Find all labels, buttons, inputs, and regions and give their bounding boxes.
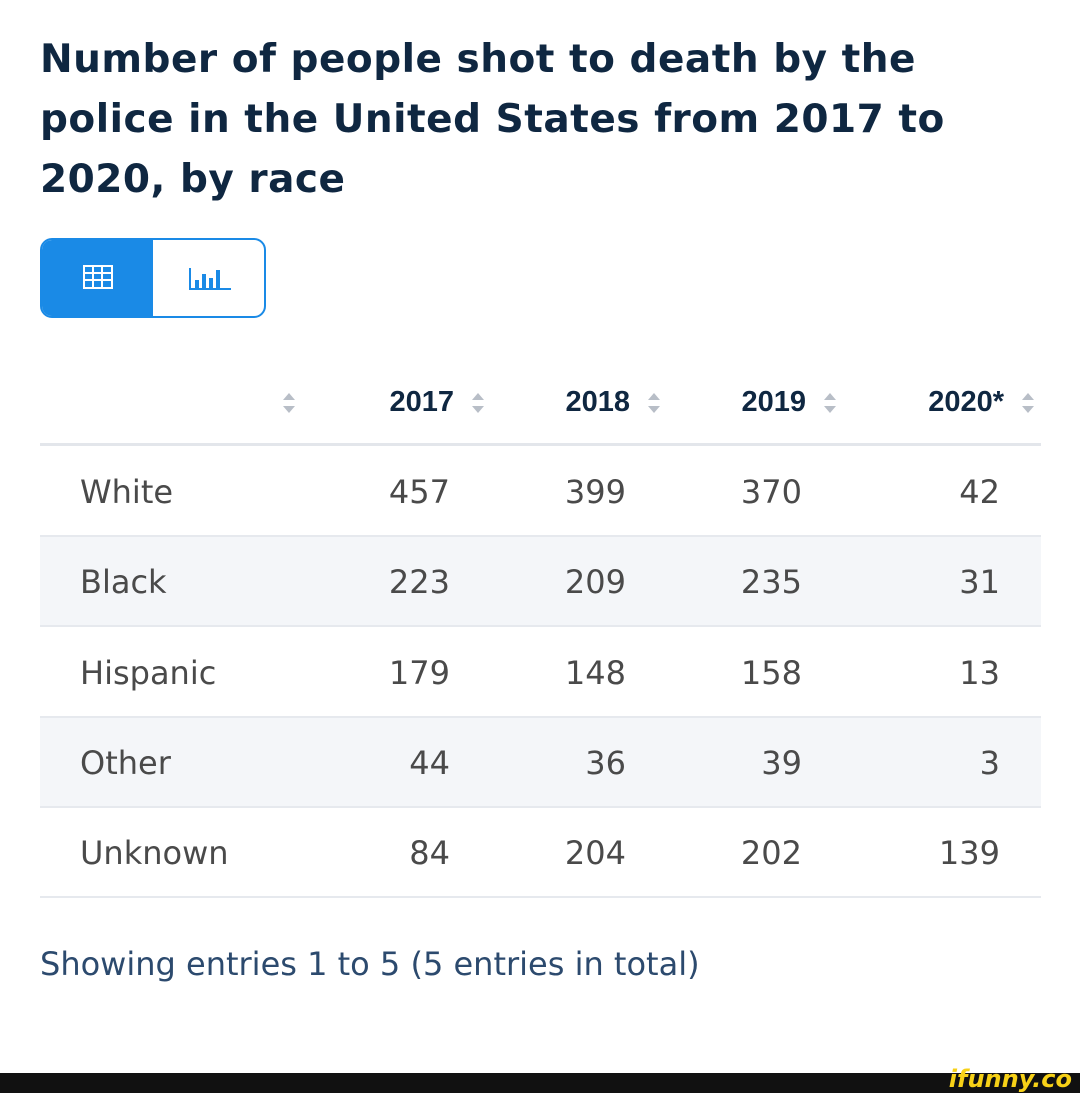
cell-value: 179	[388, 653, 450, 692]
row-label: Hispanic	[80, 653, 217, 692]
title: Number of people shot to death by the po…	[40, 37, 945, 202]
cell-value: 13	[959, 653, 1000, 692]
cell-value: 202	[740, 834, 802, 873]
sort-icon	[1022, 393, 1034, 414]
table-row: Other 44 36 39 3	[40, 717, 1041, 808]
cell-value: 3	[979, 743, 1000, 782]
row-label: Black	[80, 563, 167, 602]
cell-value: 399	[564, 473, 626, 511]
cell-value: 31	[959, 563, 1000, 602]
cell-value: 204	[564, 834, 626, 873]
column-header-text: 2019	[741, 386, 806, 418]
row-label: Other	[80, 743, 171, 782]
sort-icon	[472, 393, 484, 414]
cell-value: 84	[409, 834, 450, 873]
table-icon	[83, 265, 113, 289]
view-toggle	[40, 238, 266, 318]
sort-icon	[283, 393, 295, 414]
table-row: Hispanic 179 148 158 13	[40, 627, 1041, 718]
cell-value: 42	[959, 473, 1000, 511]
cell-value: 44	[409, 743, 450, 782]
column-header-text: 2018	[565, 386, 630, 418]
watermark-bar: ifunny.co	[0, 1065, 1080, 1093]
column-header-text: 2020*	[928, 386, 1004, 418]
cell-value: 223	[388, 563, 450, 602]
column-header[interactable]: 2017	[389, 380, 488, 424]
sort-button[interactable]	[279, 380, 299, 424]
row-label: White	[80, 473, 174, 511]
footer-text: Showing entries 1 to 5 (5 entries in tot…	[40, 945, 700, 983]
table-view-button[interactable]	[42, 240, 153, 318]
watermark: ifunny.co	[948, 1065, 1072, 1093]
cell-value: 139	[938, 834, 1000, 873]
cell-value: 457	[388, 473, 450, 511]
cell-value: 158	[740, 653, 802, 692]
column-header-text: 2017	[389, 386, 454, 418]
column-header[interactable]: 2019	[741, 380, 840, 424]
header-border	[40, 443, 1041, 446]
cell-value: 235	[740, 563, 802, 602]
table-row: Black 223 209 235 31	[40, 537, 1041, 628]
column-header[interactable]: 2020*	[928, 380, 1038, 424]
toggle-icons	[42, 240, 231, 318]
table-row: White 457 399 370 42	[40, 447, 1041, 537]
cell-value: 209	[564, 563, 626, 602]
sort-icon	[648, 393, 660, 414]
table-row: Unknown 84 204 202 139	[40, 808, 1041, 899]
column-header[interactable]: 2018	[565, 380, 664, 424]
cell-value: 148	[564, 653, 626, 692]
cell-value: 36	[585, 743, 626, 782]
sort-icon	[824, 393, 836, 414]
chart-view-button[interactable]	[189, 268, 231, 290]
cell-value: 370	[740, 473, 802, 511]
cell-value: 39	[761, 743, 802, 782]
row-label: Unknown	[80, 834, 229, 873]
